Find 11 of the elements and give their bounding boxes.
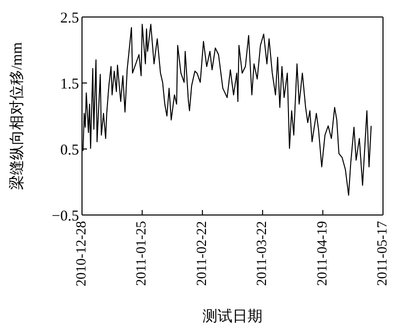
y-tick-label: 1.5 <box>60 76 79 92</box>
x-tick-label: 2011-04-19 <box>315 221 330 286</box>
x-tick-label: 2011-01-25 <box>134 221 150 286</box>
x-tick-label: 2011-05-17 <box>376 221 390 286</box>
y-axis-title: 梁缝纵向相对位移/mm <box>8 42 26 190</box>
y-tick-label: 0.5 <box>60 142 79 158</box>
x-axis-title: 测试日期 <box>202 308 262 325</box>
x-tick-label: 2011-02-22 <box>194 221 210 286</box>
y-tick-label: 2.5 <box>60 10 79 26</box>
x-tick-label: 2011-03-22 <box>255 221 270 286</box>
x-tick-label: 2010-12-28 <box>74 221 90 286</box>
